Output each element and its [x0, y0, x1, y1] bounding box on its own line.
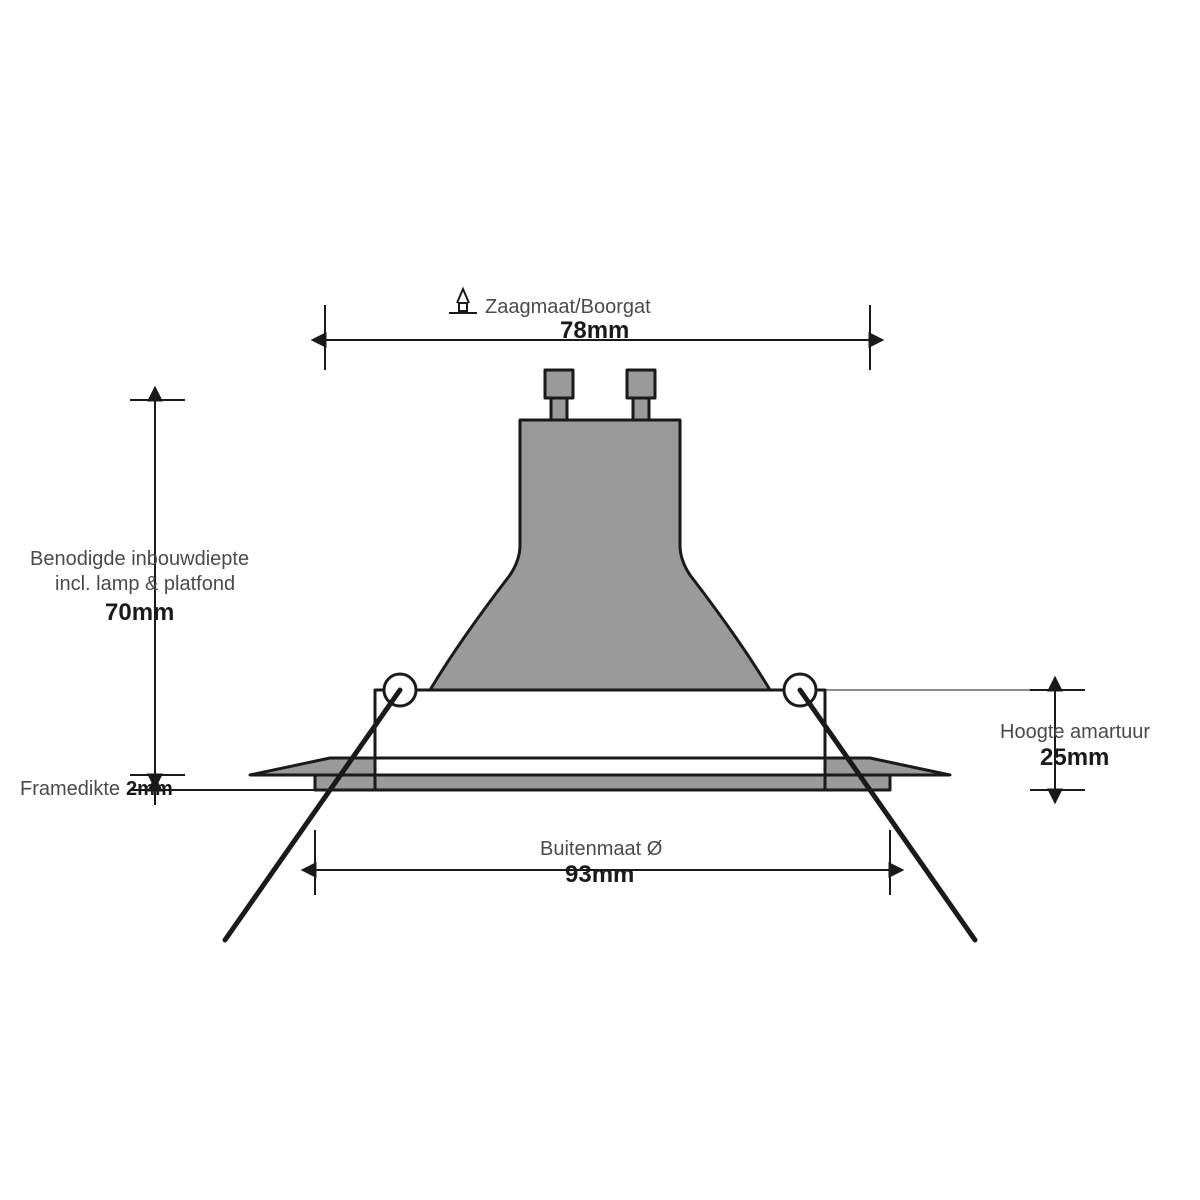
- right-label: Hoogte amartuur: [1000, 721, 1150, 743]
- spring-wire-left: [225, 690, 400, 940]
- bulb-body: [430, 420, 770, 690]
- fixture-ring: [375, 690, 825, 758]
- left-label-2: incl. lamp & platfond: [55, 573, 235, 595]
- bottom-value: 93mm: [565, 861, 634, 888]
- spring-wire-right: [800, 690, 975, 940]
- frame-label: Framedikte: [20, 778, 120, 800]
- dimension-diagram: Zaagmaat/Boorgat 78mm Benodigde inbouwdi…: [0, 0, 1200, 1200]
- right-value: 25mm: [1040, 744, 1109, 771]
- left-label-1: Benodigde inbouwdiepte: [30, 548, 249, 570]
- left-value: 70mm: [105, 599, 174, 626]
- bottom-label: Buitenmaat Ø: [540, 838, 662, 860]
- frame-value: 2mm: [126, 778, 173, 800]
- drill-icon: [449, 289, 477, 313]
- top-value: 78mm: [560, 317, 629, 344]
- top-label: Zaagmaat/Boorgat: [485, 296, 651, 318]
